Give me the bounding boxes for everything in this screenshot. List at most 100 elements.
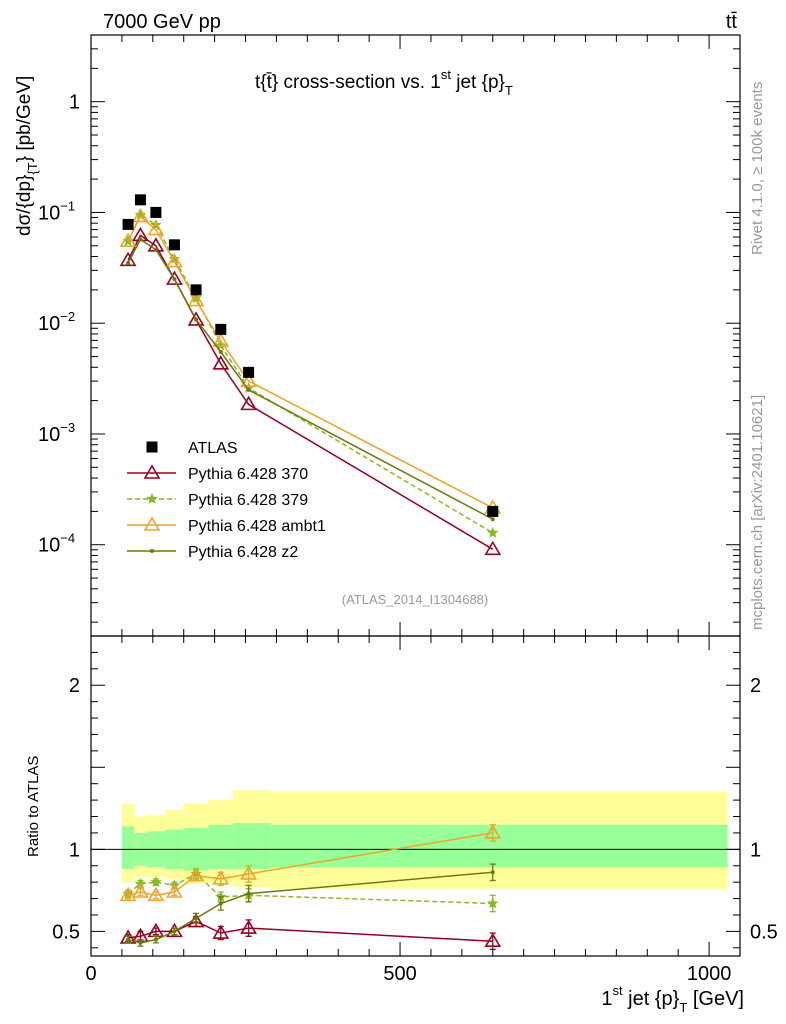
ratio-y-label-right-1: 1 [750, 839, 761, 861]
ratio-line-3 [127, 871, 493, 944]
series-3-point-7 [490, 517, 495, 522]
ratio-point-1-2 [150, 876, 162, 887]
series-3-point-2 [153, 247, 158, 252]
x-tick-label-1: 500 [383, 963, 416, 985]
series-0-point-7 [484, 540, 502, 556]
side-label-bottom: mcplots.cern.ch [arXiv:2401.10621] [749, 395, 766, 630]
x-tick-label-2: 1000 [687, 963, 732, 985]
legend-label-4: Pythia 6.428 z2 [188, 544, 298, 561]
analysis-tag: (ATLAS_2014_I1304688) [342, 592, 488, 607]
y-tick-label-2: 10−2 [38, 309, 75, 335]
series-1-point-4 [190, 292, 202, 304]
header-left: 7000 GeV pp [103, 11, 221, 33]
series-3-point-0 [126, 260, 131, 265]
series-2-point-3 [166, 253, 183, 268]
band-inner-0 [121, 826, 135, 870]
legend-label-0: ATLAS [188, 440, 238, 457]
y-tick-label-4: 1 [69, 92, 80, 114]
ratio-y-label-left-0: 0.5 [52, 921, 80, 943]
ratio-y-label-right-2: 2 [750, 675, 761, 697]
header-right: tt̄ [726, 11, 738, 33]
series-2-point-0 [119, 232, 137, 248]
ratio-point-3-0 [126, 937, 131, 942]
legend-marker-3 [143, 516, 161, 531]
series-0-point-4 [187, 311, 205, 326]
ratio-y-axis-title: Ratio to ATLAS [25, 756, 42, 857]
series-2-point-2 [147, 221, 165, 236]
series-line-0 [127, 234, 494, 550]
ratio-point-2-1 [132, 883, 149, 898]
ratio-y-label-left-2: 2 [69, 675, 80, 697]
series-1-point-3 [168, 253, 181, 264]
ratio-point-2-4 [187, 867, 205, 882]
atlas-point-1 [134, 194, 146, 206]
band-inner-5 [208, 824, 234, 870]
series-0-point-0 [119, 251, 137, 267]
series-3-point-4 [194, 317, 199, 322]
x-axis-title: 1st jet {p}T [GeV] [601, 983, 744, 1015]
series-line-3 [127, 238, 494, 520]
series-2-point-6 [240, 372, 258, 387]
series-3-point-5 [218, 349, 223, 354]
chart-title: t{t̄} cross-section vs. 1st jet {p}T [255, 67, 513, 98]
atlas-point-2 [150, 206, 162, 218]
series-line-2 [127, 215, 494, 509]
series-line-1 [127, 213, 494, 534]
series-0-point-5 [212, 355, 230, 370]
series-3-point-1 [138, 237, 143, 242]
y-tick-label-3: 10−1 [38, 198, 75, 224]
atlas-point-6 [243, 366, 255, 378]
ratio-point-1-7 [487, 897, 499, 909]
series-layer [119, 194, 502, 951]
series-3-point-3 [172, 277, 177, 282]
ratio-point-3-1 [138, 940, 143, 945]
ratio-point-3-6 [246, 891, 251, 896]
y-axis-title: dσ/{dp}{T} [pb/GeV] [14, 76, 40, 236]
series-0-point-6 [240, 395, 258, 411]
ratio-point-0-6 [240, 919, 258, 934]
atlas-point-5 [215, 323, 227, 335]
ratio-point-2-7 [484, 824, 502, 839]
ratio-point-2-3 [166, 883, 183, 898]
axes: 0 500 1000 10−4 10−3 10−2 10−1 1 0.5 0.5 1 1 2 2 [38, 34, 778, 985]
series-2-point-4 [187, 292, 205, 307]
atlas-point-7 [487, 505, 499, 517]
ratio-point-1-1 [134, 877, 147, 889]
series-2-point-1 [132, 207, 149, 223]
legend-label-2: Pythia 6.428 379 [188, 492, 308, 509]
ratio-point-0-5 [212, 924, 230, 939]
series-3-point-6 [246, 387, 251, 392]
ratio-point-3-5 [218, 901, 223, 906]
y-tick-label-0: 10−4 [38, 531, 75, 557]
side-label-top: Rivet 4.1.0, ≥ 100k events [749, 82, 766, 255]
ratio-point-0-3 [166, 922, 183, 938]
ratio-line-0 [128, 920, 493, 942]
atlas-point-4 [190, 284, 202, 296]
legend-marker-0 [146, 441, 158, 453]
legend-marker-2 [146, 493, 158, 504]
ratio-point-2-6 [240, 865, 258, 880]
series-1-point-6 [242, 382, 255, 393]
ratio-point-0-7 [484, 932, 502, 948]
ratio-y-label-right-0: 0.5 [750, 921, 778, 943]
band-inner-6 [233, 823, 271, 870]
atlas-point-3 [168, 239, 180, 251]
ratio-y-label-left-1: 1 [69, 839, 80, 861]
legend-marker-4 [150, 549, 154, 553]
ratio-point-0-2 [147, 922, 165, 938]
atlas-point-0 [122, 218, 134, 230]
ratio-point-2-2 [147, 886, 165, 902]
ratio-point-2-5 [212, 870, 230, 885]
x-tick-label-0: 0 [85, 963, 96, 985]
band-inner-7 [270, 824, 728, 868]
series-1-point-1 [134, 208, 147, 220]
y-tick-label-1: 10−3 [38, 420, 75, 446]
ratio-point-3-2 [153, 937, 158, 942]
ratio-point-3-3 [172, 929, 177, 934]
ratio-point-2-0 [119, 886, 137, 902]
series-2-point-5 [212, 332, 230, 347]
series-0-point-3 [166, 270, 183, 285]
legend-label-1: Pythia 6.428 370 [188, 466, 308, 483]
legend-marker-1 [143, 464, 161, 479]
